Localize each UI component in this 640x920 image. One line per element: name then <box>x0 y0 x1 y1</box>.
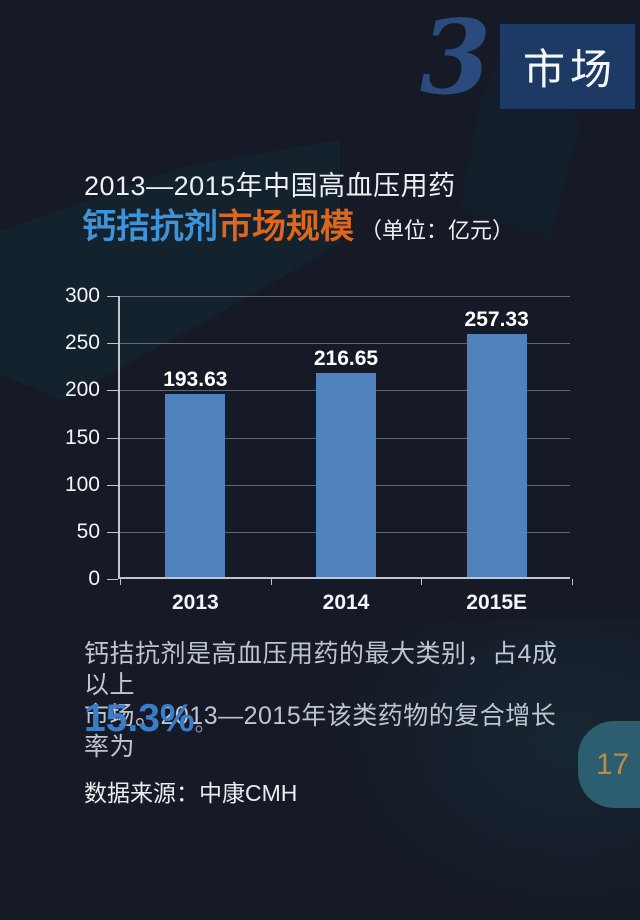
y-axis-label: 100 <box>64 472 100 496</box>
y-axis-tick <box>107 390 118 392</box>
y-axis-tick <box>107 484 118 486</box>
y-axis-label: 0 <box>88 567 100 590</box>
section-number: 3 <box>420 0 491 118</box>
page-number: 17 <box>596 747 630 781</box>
bar-2014 <box>316 372 376 577</box>
commentary-line: 市场。2013—2015年该类药物的复合增长率为 <box>84 702 557 761</box>
growth-rate-period: 。 <box>194 711 217 736</box>
y-axis-label: 200 <box>64 378 100 402</box>
bar-value-label: 193.63 <box>163 368 228 392</box>
x-axis-category-label: 2013 <box>171 591 219 614</box>
title-unit: （单位：亿元） <box>360 218 515 243</box>
data-source: 数据来源：中康CMH <box>84 780 298 806</box>
y-axis-label: 300 <box>64 284 100 307</box>
y-axis-tick <box>107 296 118 297</box>
bar-2013 <box>165 394 226 577</box>
x-axis-tick <box>120 579 121 585</box>
section-header-box: 市场 <box>500 24 635 109</box>
y-axis-label: 250 <box>64 331 100 355</box>
y-axis-tick <box>107 531 118 533</box>
x-axis-tick <box>421 579 423 585</box>
y-axis-label: 150 <box>64 425 100 449</box>
y-axis-tick <box>107 437 118 439</box>
y-axis-label: 50 <box>76 519 100 543</box>
bar-2015E <box>466 334 527 577</box>
growth-rate-line: 15.3%。 <box>84 697 217 741</box>
commentary-text: 钙拮抗剂是高血压用药的最大类别，占4成以上 市场。2013—2015年该类药物的… <box>84 639 576 763</box>
y-axis-tick <box>107 579 118 580</box>
gridline <box>120 296 570 297</box>
bar-chart: 0 50 100 150 200 250 300 193.63 2013 216.65 2014 25… <box>65 284 573 614</box>
x-axis-tick <box>270 579 272 585</box>
growth-rate-value: 15.3% <box>84 697 195 740</box>
x-axis-tick <box>572 579 573 585</box>
page-number-badge: 17 <box>578 721 640 808</box>
bar-value-label: 257.33 <box>464 308 529 332</box>
x-axis-category-label: 2015E <box>466 591 528 614</box>
x-axis-category-label: 2014 <box>322 591 370 614</box>
bar-value-label: 216.65 <box>313 346 379 370</box>
section-title: 市场 <box>522 46 617 93</box>
chart-title-line1: 2013—2015年中国高血压用药 <box>84 171 456 201</box>
title-highlight-blue: 钙拮抗剂 <box>82 208 218 246</box>
chart-title-line2: 钙拮抗剂市场规模 （单位：亿元） <box>82 199 514 248</box>
y-axis-tick <box>107 343 118 345</box>
title-highlight-orange: 市场规模 <box>218 208 354 246</box>
commentary-line: 钙拮抗剂是高血压用药的最大类别，占4成以上 <box>84 640 558 699</box>
gridline <box>120 343 570 345</box>
